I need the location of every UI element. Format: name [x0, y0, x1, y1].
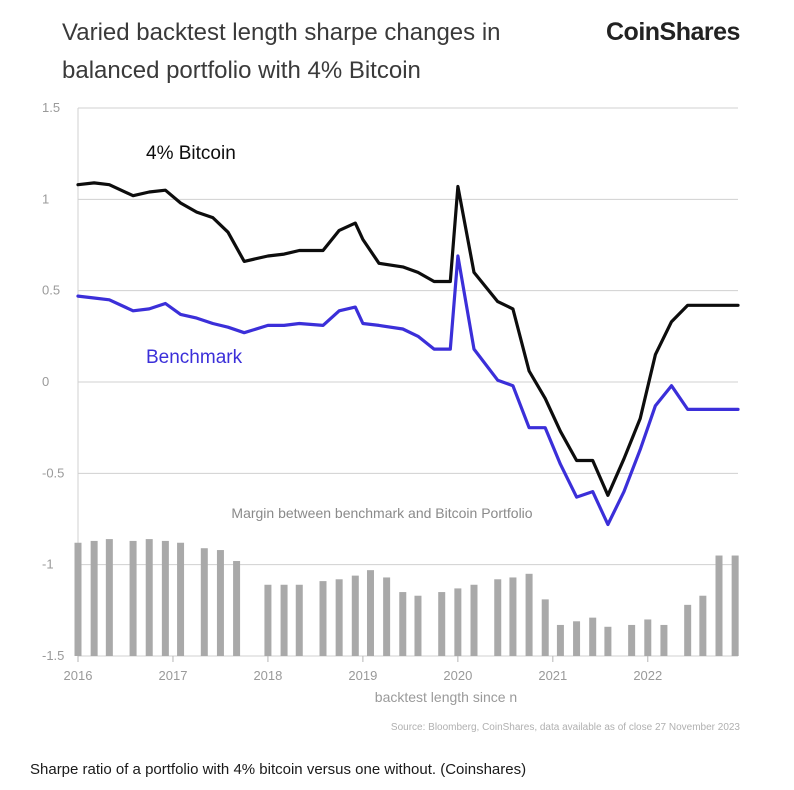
bitcoin-series-line	[76, 181, 740, 497]
margin-bar	[509, 577, 517, 656]
margin-bar	[295, 584, 303, 656]
margin-bar	[233, 561, 241, 656]
margin-bar	[74, 542, 82, 656]
x-tick-label: 2018	[253, 668, 282, 683]
chart-labels: Source: Bloomberg, CoinShares, data avai…	[146, 143, 740, 733]
series-lines	[76, 181, 740, 527]
y-tick-label: 1	[42, 191, 49, 206]
margin-bar	[684, 604, 692, 656]
margin-bar	[454, 588, 462, 656]
margin-bar	[366, 570, 374, 656]
margin-bar	[177, 542, 185, 656]
margin-bar	[644, 619, 652, 656]
x-axis-label: backtest length since n	[375, 689, 517, 705]
margin-bar	[660, 624, 668, 656]
x-tick-label: 2022	[633, 668, 662, 683]
margin-bar	[351, 575, 359, 656]
x-axis: 2016 2017 2018 2019 2020 2021 2022 backtest len…	[64, 656, 662, 705]
margin-bar	[715, 555, 723, 656]
y-axis: 1.5 1 0.5 0 -0.5 -1 -1.5	[42, 100, 64, 663]
y-tick-label: 0	[42, 374, 49, 389]
margin-bar	[731, 555, 739, 656]
margin-bar	[90, 540, 98, 656]
margin-bar	[699, 595, 707, 656]
margin-bar	[383, 577, 391, 656]
margin-bar	[105, 539, 113, 656]
margin-bar	[414, 595, 422, 656]
margin-bar	[200, 548, 208, 656]
margin-bar	[145, 539, 153, 656]
margin-bar	[129, 540, 137, 656]
margin-annotation: Margin between benchmark and Bitcoin Por…	[231, 505, 532, 521]
benchmark-series-label: Benchmark	[146, 347, 243, 368]
sharpe-ratio-chart: 1.510.50-0.5-1-1.5 2016 2017 2018 2019 2020 2…	[42, 100, 740, 733]
margin-bar	[319, 581, 327, 656]
x-tick-label: 2019	[348, 668, 377, 683]
grid-lines	[77, 107, 738, 657]
margin-bar	[264, 584, 272, 656]
margin-bar	[589, 617, 597, 656]
margin-bar	[573, 621, 581, 656]
coinshares-logo: CoinShares	[606, 18, 740, 46]
margin-bar	[335, 579, 343, 656]
x-tick-label: 2016	[64, 668, 93, 683]
margin-bar	[525, 573, 533, 656]
y-tick-label: -0.5	[42, 465, 64, 480]
margin-bar	[280, 584, 288, 656]
bitcoin-series-label: 4% Bitcoin	[146, 143, 236, 164]
margin-bar	[216, 550, 224, 656]
source-note: Source: Bloomberg, CoinShares, data avai…	[391, 722, 741, 733]
margin-bars	[74, 539, 739, 656]
y-tick-label: -1	[42, 557, 54, 572]
y-tick-label: 1.5	[42, 100, 60, 115]
benchmark-series-line	[76, 254, 740, 527]
margin-bar	[556, 624, 564, 656]
y-tick-label: 0.5	[42, 283, 60, 298]
x-tick-label: 2020	[443, 668, 472, 683]
margin-bar	[161, 540, 169, 656]
x-tick-label: 2017	[159, 668, 188, 683]
x-tick-label: 2021	[538, 668, 567, 683]
margin-bar	[604, 626, 612, 656]
margin-bar	[399, 592, 407, 656]
figure-caption: Sharpe ratio of a portfolio with 4% bitc…	[30, 761, 527, 778]
margin-bar	[438, 592, 446, 656]
margin-bar	[541, 599, 549, 656]
chart-title: Varied backtest length sharpe changes in…	[62, 19, 501, 84]
margin-bar	[470, 584, 478, 656]
margin-bar	[494, 579, 502, 656]
y-tick-label: -1.5	[42, 648, 64, 663]
margin-bar	[628, 624, 636, 656]
